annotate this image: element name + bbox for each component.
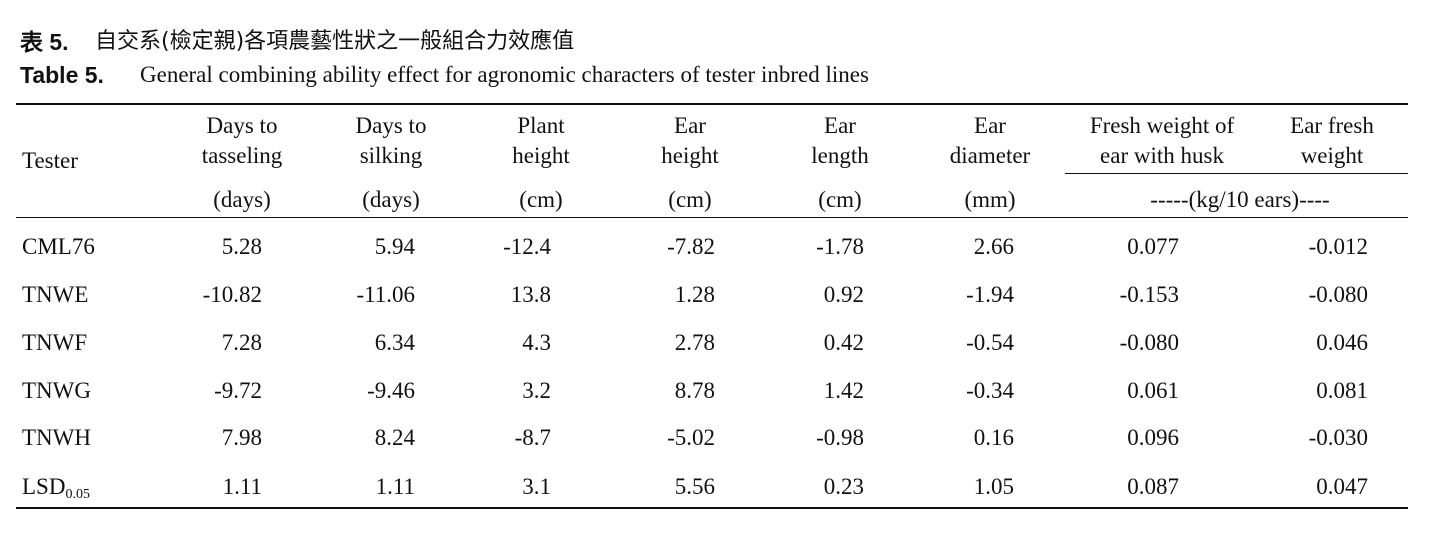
cell-value: 1.11 [375,474,415,499]
unit-label: (days) [213,187,271,212]
cell-value: -1.78 [816,234,864,259]
cell-value: 0.061 [1127,378,1179,403]
cell-value: 1.11 [222,474,262,499]
row-label: TNWG [22,378,91,403]
unit-label: (cm) [668,187,712,212]
cell-value: 5.94 [374,234,415,259]
cell-value: 0.16 [973,425,1014,450]
row-label: TNWH [22,425,91,450]
cell-value: -11.06 [356,282,415,307]
cell-value: -0.153 [1119,282,1179,307]
cell-value: 2.66 [973,234,1014,259]
table-title-en: General combining ability effect for agr… [140,62,869,87]
cell-value: -0.012 [1308,234,1368,259]
cell-value: -0.98 [816,425,864,450]
cell-value: 13.8 [510,282,551,307]
cell-value: 0.42 [823,330,864,355]
column-header: Fresh weight of [1089,113,1235,138]
cell-value: 6.34 [374,330,415,355]
cell-value: 1.42 [823,378,864,403]
unit-label: (cm) [519,187,563,212]
column-header: silking [359,143,423,168]
table-label-zh: 表 5. [20,29,69,55]
row-label: TNWF [22,330,88,355]
row-label-subscript: 0.05 [65,487,90,502]
table-title-zh: 自交系(檢定親)各項農藝性狀之一般組合力效應值 [95,29,575,54]
cell-value: 0.087 [1127,474,1179,499]
cell-value: -0.080 [1119,330,1179,355]
cell-value: 1.28 [674,282,715,307]
bottom-rule [16,507,1408,509]
header-rule [16,217,1408,218]
column-header: Plant [517,113,565,138]
cell-value: 7.28 [221,330,262,355]
cell-value: -0.34 [966,378,1014,403]
column-header: Ear [824,113,856,138]
column-header: ear with husk [1100,143,1224,168]
cell-value: -0.080 [1308,282,1368,307]
cell-value: -5.02 [667,425,715,450]
cell-value: 7.98 [221,425,262,450]
row-label: TNWE [22,282,89,307]
column-header: length [811,143,869,168]
cell-value: 5.56 [674,474,715,499]
cell-value: 0.92 [823,282,864,307]
cell-value: -7.82 [667,234,715,259]
column-header: Ear [974,113,1006,138]
top-rule [16,103,1408,105]
row-label: CML76 [22,234,95,259]
span-rule [1065,173,1408,174]
cell-value: 3.1 [522,474,551,499]
cell-value: 0.047 [1316,474,1368,499]
table-label-en: Table 5. [20,62,104,88]
column-header: Days to [206,113,278,138]
column-header: Days to [355,113,427,138]
unit-label: (mm) [964,187,1016,212]
unit-label: (days) [362,187,420,212]
row-label: LSD0.05 [22,474,90,502]
column-header: Tester [22,148,78,173]
column-header: diameter [949,143,1031,168]
cell-value: -9.72 [214,378,262,403]
cell-value: -1.94 [966,282,1014,307]
cell-value: -0.54 [966,330,1014,355]
column-header: height [512,143,570,168]
column-header: height [661,143,719,168]
cell-value: -0.030 [1308,425,1368,450]
shared-unit-label: -----(kg/10 ears)---- [1150,187,1330,212]
cell-value: 0.046 [1316,330,1368,355]
cell-value: -12.4 [503,234,551,259]
cell-value: -9.46 [367,378,415,403]
cell-value: 8.24 [374,425,415,450]
cell-value: 3.2 [522,378,551,403]
cell-value: 5.28 [221,234,262,259]
cell-value: 1.05 [973,474,1014,499]
column-header: tasseling [201,143,283,168]
cell-value: 0.096 [1127,425,1179,450]
cell-value: 0.23 [823,474,864,499]
cell-value: 4.3 [522,330,551,355]
cell-value: 0.077 [1127,234,1179,259]
cell-value: -10.82 [202,282,262,307]
cell-value: 0.081 [1316,378,1368,403]
cell-value: -8.7 [514,425,551,450]
column-header: Ear [674,113,706,138]
unit-label: (cm) [818,187,862,212]
column-header: Ear fresh [1290,113,1374,138]
cell-value: 8.78 [674,378,715,403]
column-header: weight [1300,143,1364,168]
cell-value: 2.78 [674,330,715,355]
